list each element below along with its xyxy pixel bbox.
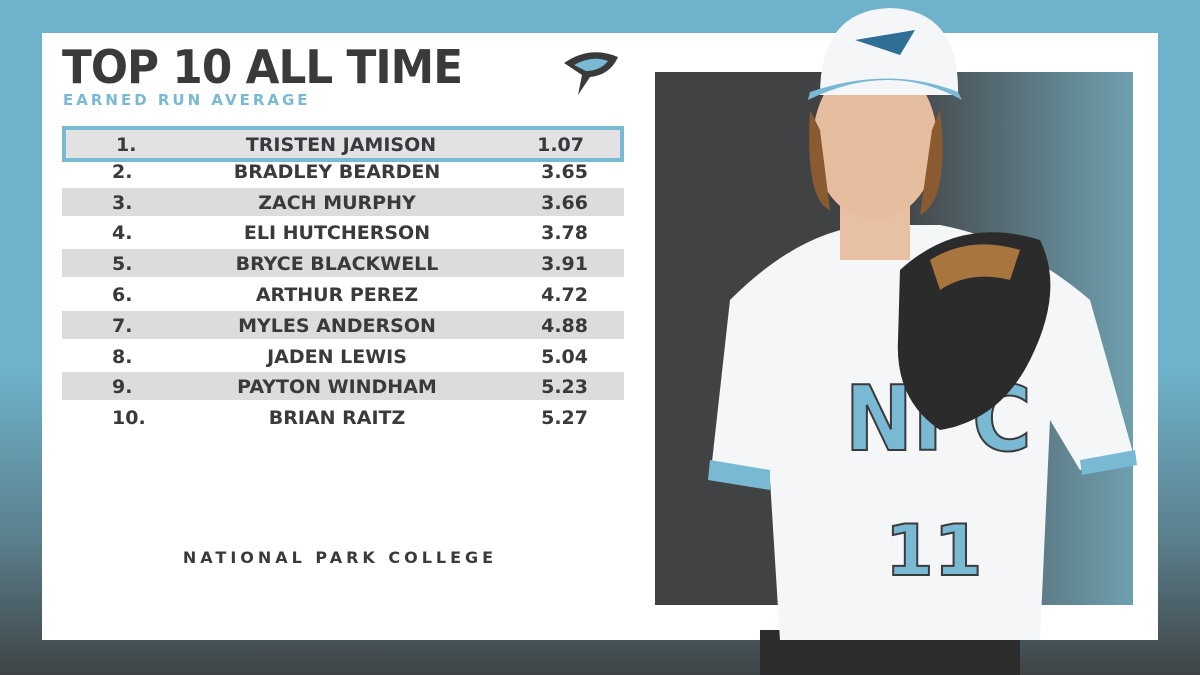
player-name: BRYCE BLACKWELL [235,253,439,276]
player-photo: NPC 11 [708,8,1137,675]
player-name: ZACH MURPHY [258,191,416,214]
table-row: 5. BRYCE BLACKWELL 3.91 [62,249,624,278]
era-value: 3.65 [541,160,588,183]
player-name: ARTHUR PEREZ [255,284,419,306]
rank: 2. [112,160,133,183]
cap [820,8,959,95]
player-name: BRIAN RAITZ [268,407,406,430]
cap-logo [855,30,915,55]
rank: 1. [116,134,137,156]
player-name: MYLES ANDERSON [238,314,436,337]
title: TOP 10 ALL TIME [62,40,463,94]
era-value: 4.72 [541,284,588,306]
glove [897,232,1051,430]
player-name: PAYTON WINDHAM [237,376,437,399]
rank: 9. [112,376,133,399]
cap-brim [808,78,962,100]
table-row: 1. TRISTEN JAMISON 1.07 [62,126,624,162]
table-row: 10. BRIAN RAITZ 5.27 [62,403,624,431]
player-name: ELI HUTCHERSON [243,222,431,245]
glove-lace [930,244,1020,290]
rank: 8. [112,345,133,368]
jersey-number: 11 [885,510,982,592]
subtitle: EARNED RUN AVERAGE [63,91,311,109]
era-value: 5.04 [541,345,588,368]
player-name: TRISTEN JAMISON [245,134,437,156]
era-value: 3.78 [541,222,588,245]
rank: 4. [112,222,133,245]
rank: 3. [112,191,133,214]
hair [809,110,943,215]
era-value: 5.27 [541,407,588,430]
rank: 7. [112,314,133,337]
sleeve-trim [708,460,770,490]
face [813,60,937,220]
era-value: 3.66 [541,191,588,214]
era-value: 1.07 [537,134,584,156]
rank: 10. [112,407,146,430]
rank: 6. [112,284,133,306]
table-row: 2. BRADLEY BEARDEN 3.65 [62,157,624,185]
era-value: 4.88 [541,314,588,337]
player-name: BRADLEY BEARDEN [233,160,441,183]
player-name: JADEN LEWIS [267,345,407,368]
footer: NATIONAL PARK COLLEGE [182,548,498,567]
era-value: 5.23 [541,376,588,399]
table-row: 6. ARTHUR PEREZ 4.72 [62,280,624,308]
table-row: 7. MYLES ANDERSON 4.88 [62,310,624,339]
era-value: 3.91 [541,253,588,276]
table-row: 9. PAYTON WINDHAM 5.23 [62,372,624,401]
logo [564,52,618,95]
sleeve-trim [1080,450,1137,475]
table-row: 4. ELI HUTCHERSON 3.78 [62,218,624,246]
rank: 5. [112,253,133,276]
table-row: 8. JADEN LEWIS 5.04 [62,342,624,370]
table-row: 3. ZACH MURPHY 3.66 [62,187,624,216]
